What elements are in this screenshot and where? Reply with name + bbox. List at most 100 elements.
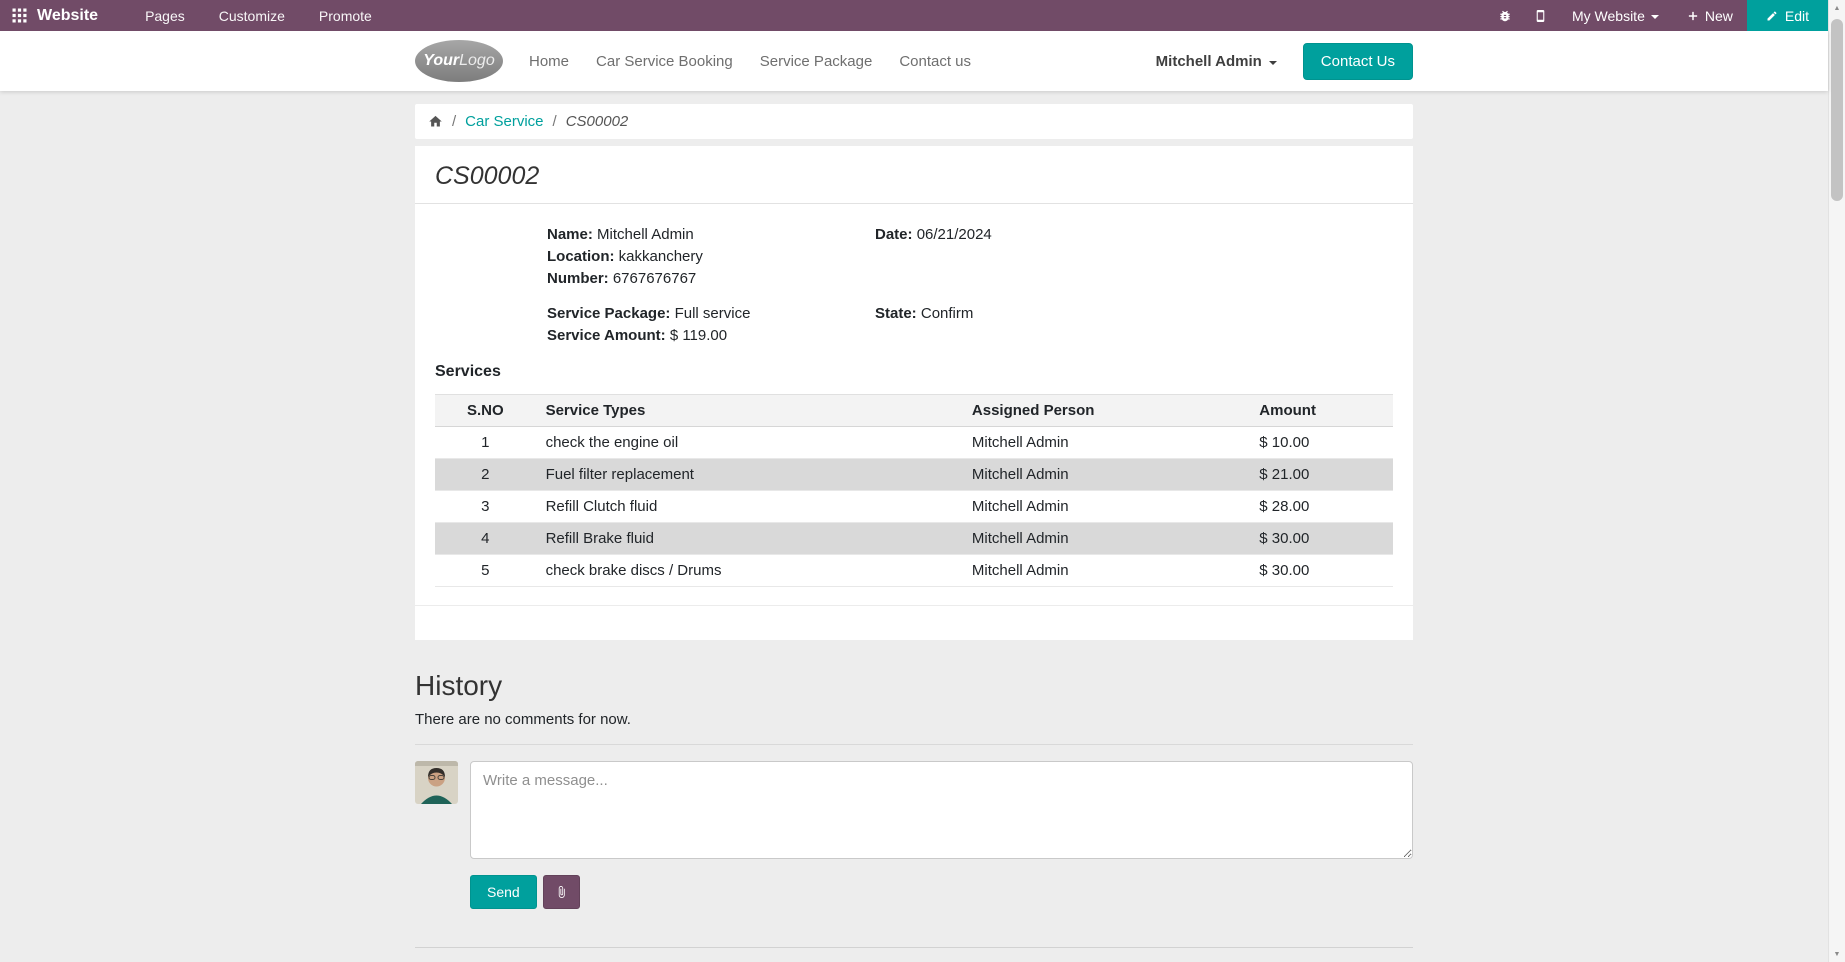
topbar-menu-promote[interactable]: Promote [318,7,372,24]
field-state: State: Confirm [875,303,1393,325]
cell-sno: 2 [435,458,536,491]
scrollbar[interactable]: ▲ ▼ [1828,0,1845,962]
page-content: / Car Service / CS00002 CS00002 Name: Mi… [0,91,1828,962]
user-dropdown[interactable]: Mitchell Admin [1156,53,1277,70]
topbar-left: Website Pages Customize Promote [0,0,1487,31]
field-package-value: Full service [674,305,751,322]
breadcrumb-current: CS00002 [565,113,629,130]
history-section: History There are no comments for now. [415,670,1413,948]
cell-amount: $ 30.00 [1249,522,1393,555]
cell-sno: 4 [435,522,536,555]
cell-assigned-person: Mitchell Admin [961,458,1250,491]
field-package-label: Service Package: [547,305,671,322]
topbar-right: My Website New Edit [1487,0,1828,31]
services-divider [415,605,1413,606]
service-row: 4 Refill Brake fluid Mitchell Admin $ 30… [435,522,1393,555]
field-number: Number: 6767676767 [547,268,875,290]
field-amount-label: Service Amount: [547,327,666,344]
composer-actions: Send [470,875,1413,909]
services-header-row: S.NO Service Types Assigned Person Amoun… [435,394,1393,427]
field-name: Name: Mitchell Admin [547,224,875,246]
home-icon[interactable] [428,114,443,129]
cell-assigned-person: Mitchell Admin [961,554,1250,587]
field-location-label: Location: [547,248,615,265]
main-nav: Home Car Service Booking Service Package… [529,53,971,70]
attach-file-button[interactable] [542,875,580,909]
website-navbar: Your Logo Home Car Service Booking Servic… [0,31,1828,91]
field-date-value: 06/21/2024 [916,226,992,243]
breadcrumb-link-car-service[interactable]: Car Service [465,113,544,130]
nav-link-contact-us[interactable]: Contact us [899,52,972,70]
chevron-down-icon [1268,60,1277,69]
logo-text-light: Logo [459,52,495,69]
cell-service-type: check the engine oil [535,426,962,459]
cell-amount: $ 30.00 [1249,554,1393,587]
services-table-body: 1 check the engine oil Mitchell Admin $ … [435,426,1393,587]
field-location: Location: kakkanchery [547,246,875,268]
col-sno: S.NO [435,394,536,427]
contact-us-button[interactable]: Contact Us [1302,42,1413,80]
new-button[interactable]: New [1673,0,1747,31]
record-card: CS00002 Name: Mitchell Admin Date: 06/21… [415,146,1413,640]
my-website-dropdown[interactable]: My Website [1558,0,1673,31]
new-button-label: New [1704,7,1733,24]
service-row: 1 check the engine oil Mitchell Admin $ … [435,426,1393,459]
history-heading: History [415,670,503,701]
services-heading: Services [435,363,501,380]
edit-button-label: Edit [1784,7,1809,24]
odoo-topbar: Website Pages Customize Promote My Websi… [0,0,1828,31]
nav-link-home[interactable]: Home [529,52,570,70]
mobile-preview-icon[interactable] [1523,0,1558,31]
cell-assigned-person: Mitchell Admin [961,490,1250,523]
nav-link-service-package[interactable]: Service Package [759,52,873,70]
topbar-menu-pages[interactable]: Pages [145,7,185,24]
services-table: S.NO Service Types Assigned Person Amoun… [435,394,1393,587]
user-avatar [415,761,458,804]
history-empty-text: There are no comments for now. [415,711,631,728]
service-row: 5 check brake discs / Drums Mitchell Adm… [435,554,1393,587]
service-row: 3 Refill Clutch fluid Mitchell Admin $ 2… [435,490,1393,523]
field-state-value: Confirm [920,305,974,322]
field-number-label: Number: [547,270,609,287]
bug-icon[interactable] [1487,0,1523,31]
field-location-value: kakkanchery [618,248,703,265]
scrollbar-thumb[interactable] [1831,19,1843,201]
scroll-down-arrow[interactable]: ▼ [1833,950,1841,958]
site-logo[interactable]: Your Logo [415,40,503,82]
cell-amount: $ 10.00 [1249,426,1393,459]
plus-icon [1688,11,1697,20]
cell-sno: 3 [435,490,536,523]
my-website-label: My Website [1571,7,1645,24]
send-button[interactable]: Send [470,875,537,909]
cell-service-type: Refill Brake fluid [535,522,962,555]
breadcrumb-separator: / [452,113,457,130]
field-date: Date: 06/21/2024 [875,224,1393,246]
service-row: 2 Fuel filter replacement Mitchell Admin… [435,458,1393,491]
field-number-value: 6767676767 [612,270,697,287]
paperclip-icon [558,886,565,898]
scroll-up-arrow[interactable]: ▲ [1833,4,1841,12]
field-date-label: Date: [875,226,913,243]
cell-sno: 1 [435,426,536,459]
edit-button[interactable]: Edit [1746,0,1828,31]
field-amount-value: $ 119.00 [669,327,728,344]
field-name-value: Mitchell Admin [597,226,694,243]
cell-assigned-person: Mitchell Admin [961,522,1250,555]
nav-link-car-service-booking[interactable]: Car Service Booking [596,52,733,70]
title-divider [415,203,1413,204]
col-amount: Amount [1249,394,1393,427]
message-input[interactable] [470,761,1413,859]
breadcrumb: / Car Service / CS00002 [415,104,1413,139]
navbar-right: Mitchell Admin Contact Us [1156,42,1413,80]
cell-amount: $ 21.00 [1249,458,1393,491]
cell-service-type: Fuel filter replacement [535,458,962,491]
field-service-package: Service Package: Full service [547,303,875,325]
page-title: CS00002 [435,162,540,190]
history-divider [415,744,1413,745]
field-state-label: State: [875,305,917,322]
app-title[interactable]: Website [37,6,99,24]
pencil-icon [1767,10,1777,20]
topbar-menu-customize[interactable]: Customize [218,7,285,24]
apps-grid-icon[interactable] [0,0,37,31]
col-assigned-person: Assigned Person [961,394,1250,427]
